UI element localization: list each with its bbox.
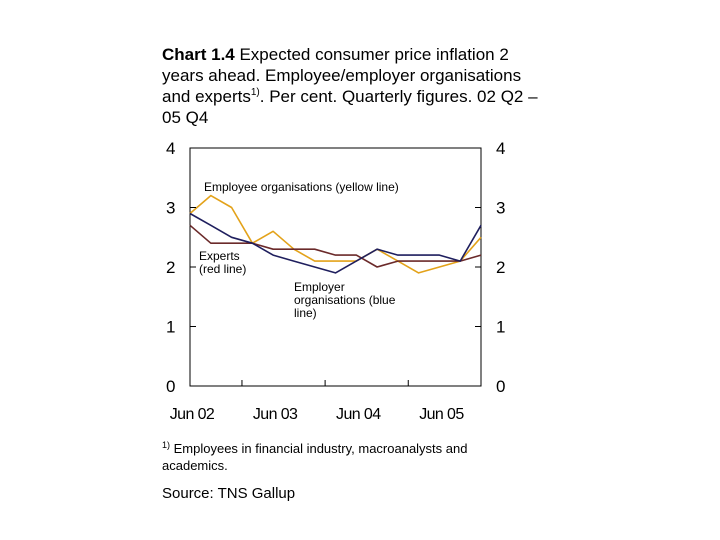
chart-title-text: Expected consumer price inflation 2 year… [162, 45, 522, 106]
x-tick-label: Jun 04 [336, 406, 381, 423]
source-note: Source: TNS Gallup [162, 485, 296, 502]
y-tick-label-right: 2 [496, 258, 505, 277]
y-tick-label-right: 0 [496, 377, 505, 396]
y-tick-label-left: 0 [166, 377, 175, 396]
series-line-1 [189, 194, 482, 274]
y-tick-label-right: 1 [496, 318, 505, 337]
y-tick-label-left: 2 [166, 258, 175, 277]
x-tick-label: Jun 05 [419, 406, 464, 423]
y-tick-label-right: 3 [496, 199, 505, 218]
chart-title: Chart 1.4 Expected consumer price inflat… [162, 44, 542, 128]
x-tick-label: Jun 02 [170, 406, 215, 423]
y-tick-label-left: 4 [166, 139, 175, 158]
annotation-1: Employee organisations (yellow line) [204, 180, 399, 194]
y-tick-label-right: 4 [496, 139, 505, 158]
x-tick-label: Jun 03 [253, 406, 298, 423]
footnote: 1) Employees in financial industry, macr… [162, 440, 507, 474]
annotation-3: Employer organisations (blue line) [294, 280, 396, 320]
chart-title-tail: . Per cent. Quarterly figures. 02 Q2 – 0… [162, 87, 538, 127]
series-line-2 [189, 224, 482, 268]
series-line-3 [189, 212, 482, 274]
y-tick-label-left: 3 [166, 199, 175, 218]
footnote-text: Employees in financial industry, macroan… [162, 441, 468, 473]
title-footnote-mark: 1) [250, 87, 260, 98]
annotation-2: Experts (red line) [199, 249, 246, 276]
footnote-mark: 1) [162, 440, 171, 450]
y-tick-label-left: 1 [166, 318, 175, 337]
chart-number: Chart 1.4 [162, 45, 235, 64]
